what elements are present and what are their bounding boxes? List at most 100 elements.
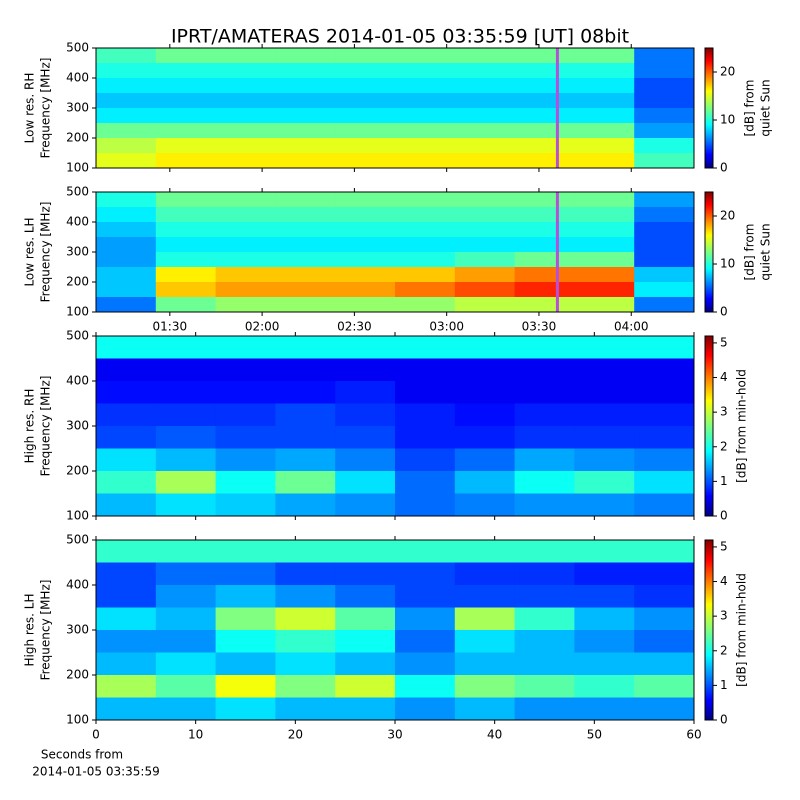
heatmap-cell: [634, 630, 695, 653]
heatmap-cell: [395, 297, 456, 313]
heatmap-cell: [335, 607, 396, 631]
y-tick-label: 300: [66, 101, 89, 115]
heatmap-cell: [275, 48, 336, 64]
heatmap-cell: [634, 426, 695, 449]
heatmap-cell: [454, 540, 516, 563]
heatmap-cell: [155, 93, 217, 109]
heatmap-cell: [514, 562, 575, 586]
heatmap-cell: [96, 207, 157, 223]
heatmap-cell: [275, 652, 336, 676]
y-tick-label: 300: [66, 623, 89, 637]
heatmap-cell: [215, 123, 276, 139]
heatmap-cell: [275, 207, 336, 223]
heatmap-cell: [395, 207, 456, 223]
heatmap-cell: [215, 675, 276, 698]
heatmap-cell: [514, 652, 575, 676]
heatmap-cell: [514, 697, 575, 721]
heatmap-cell: [454, 138, 516, 154]
heatmap-cell: [215, 138, 276, 154]
heatmap-cell: [96, 585, 157, 608]
heatmap-cell: [454, 358, 516, 382]
heatmap-cell: [335, 540, 396, 563]
heatmap-cell: [514, 252, 575, 268]
colorbar: [704, 47, 714, 169]
heatmap-cell: [155, 153, 217, 169]
heatmap-cell: [96, 697, 157, 721]
heatmap-cell: [155, 78, 217, 94]
heatmap-cell: [215, 48, 276, 64]
heatmap-cell: [574, 448, 635, 472]
heatmap-cell: [215, 93, 276, 109]
x-tick-label: 50: [587, 728, 602, 742]
colorbar-label: [dB] from: [743, 80, 757, 137]
heatmap-cell: [335, 93, 396, 109]
colorbar-tick-label: 0: [720, 713, 728, 727]
y-axis-label: Frequency [MHz]: [39, 202, 53, 303]
heatmap-cell: [275, 153, 336, 169]
heatmap-cell: [395, 471, 456, 494]
heatmap-cell: [454, 153, 516, 169]
heatmap-cell: [574, 267, 635, 283]
heatmap-cell: [514, 607, 575, 631]
heatmap-cell: [454, 697, 516, 721]
heatmap-cell: [574, 237, 635, 253]
heatmap-cell: [634, 267, 695, 283]
heatmap-cell: [454, 403, 516, 427]
colorbar-tick-label: 1: [720, 678, 728, 692]
heatmap-cell: [335, 297, 396, 313]
heatmap-cell: [454, 123, 516, 139]
heatmap-cell: [275, 282, 336, 298]
heatmap-cell: [96, 282, 157, 298]
colorbar-label: quiet Sun: [759, 79, 773, 136]
heatmap-cell: [275, 138, 336, 154]
heatmap-cell: [96, 358, 157, 382]
y-axis-label: Frequency [MHz]: [39, 580, 53, 681]
heatmap-cell: [215, 336, 276, 359]
heatmap-cell: [514, 108, 575, 124]
heatmap-cell: [335, 336, 396, 359]
y-tick-label: 400: [66, 578, 89, 592]
heatmap-cell: [574, 630, 635, 653]
heatmap-cell: [514, 123, 575, 139]
heatmap-cell: [454, 448, 516, 472]
heatmap-cell: [335, 78, 396, 94]
heatmap-cell: [574, 252, 635, 268]
heatmap-cell: [96, 297, 157, 313]
y-tick-label: 100: [66, 509, 89, 523]
heatmap-cell: [454, 108, 516, 124]
heatmap-cell: [275, 675, 336, 698]
y-tick-label: 500: [66, 185, 89, 199]
heatmap-cell: [395, 358, 456, 382]
heatmap-cell: [395, 78, 456, 94]
heatmap-cell: [96, 675, 157, 698]
heatmap-cell: [514, 93, 575, 109]
heatmap-cell: [215, 607, 276, 631]
heatmap-cell: [514, 207, 575, 223]
heatmap-cell: [155, 252, 217, 268]
heatmap-cell: [215, 381, 276, 404]
heatmap-cell: [96, 192, 157, 208]
heatmap-cell: [275, 493, 336, 517]
heatmap-cell: [215, 153, 276, 169]
y-tick-label: 100: [66, 713, 89, 727]
heatmap-cell: [395, 63, 456, 79]
heatmap-cell: [335, 448, 396, 472]
heatmap-cell: [155, 63, 217, 79]
heatmap-cell: [574, 652, 635, 676]
y-tick-label: 400: [66, 71, 89, 85]
heatmap-cell: [395, 93, 456, 109]
heatmap-cell: [275, 630, 336, 653]
heatmap-cell: [634, 697, 695, 721]
colorbar: [704, 335, 714, 517]
colorbar-label: [dB] from: [743, 224, 757, 281]
y-axis-label: High res. LH: [23, 593, 37, 666]
heatmap-cell: [514, 381, 575, 404]
y-tick-label: 200: [66, 464, 89, 478]
heatmap-cell: [335, 652, 396, 676]
colorbar-tick-label: 20: [720, 209, 735, 223]
heatmap-cell: [514, 63, 575, 79]
heatmap-cell: [335, 630, 396, 653]
heatmap-cell: [634, 123, 695, 139]
colorbar-tick-label: 3: [720, 405, 728, 419]
